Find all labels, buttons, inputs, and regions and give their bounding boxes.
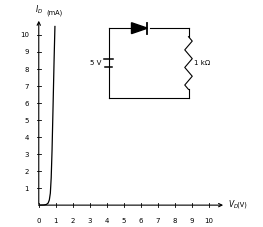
Text: (mA): (mA) xyxy=(47,10,63,16)
Text: $V_D$: $V_D$ xyxy=(228,199,239,211)
Text: 1 kΩ: 1 kΩ xyxy=(194,60,210,66)
Text: (V): (V) xyxy=(235,202,247,208)
Text: $I_D$: $I_D$ xyxy=(35,4,43,16)
Text: 5 V: 5 V xyxy=(90,60,101,66)
Polygon shape xyxy=(132,23,147,34)
